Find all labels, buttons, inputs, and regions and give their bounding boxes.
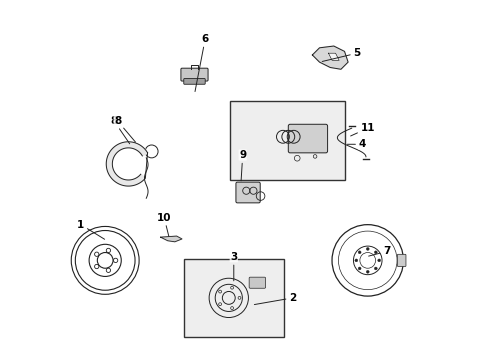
Circle shape: [377, 259, 380, 262]
Circle shape: [366, 248, 368, 250]
FancyBboxPatch shape: [248, 277, 265, 288]
Text: 5: 5: [322, 48, 360, 62]
Polygon shape: [328, 53, 339, 60]
FancyBboxPatch shape: [230, 102, 344, 180]
Text: 7: 7: [368, 247, 389, 256]
Circle shape: [374, 251, 376, 254]
Text: 4: 4: [346, 139, 366, 149]
Polygon shape: [106, 142, 147, 186]
Text: 3: 3: [230, 252, 237, 281]
Circle shape: [374, 267, 376, 270]
Polygon shape: [312, 46, 347, 69]
Text: 11: 11: [350, 123, 374, 136]
FancyBboxPatch shape: [183, 78, 205, 84]
Text: 2: 2: [254, 293, 296, 305]
FancyBboxPatch shape: [181, 68, 207, 81]
Text: 1: 1: [77, 220, 104, 239]
FancyBboxPatch shape: [397, 254, 405, 266]
Polygon shape: [160, 236, 182, 242]
Text: 8: 8: [114, 116, 135, 142]
Circle shape: [358, 251, 360, 254]
Circle shape: [366, 270, 368, 273]
Circle shape: [358, 267, 360, 270]
Text: 10: 10: [157, 212, 171, 236]
FancyBboxPatch shape: [288, 124, 327, 153]
Circle shape: [354, 259, 357, 262]
Text: 8: 8: [110, 116, 129, 144]
FancyBboxPatch shape: [235, 182, 260, 203]
Text: 6: 6: [195, 34, 208, 91]
FancyBboxPatch shape: [183, 258, 283, 337]
Text: 9: 9: [239, 150, 246, 181]
